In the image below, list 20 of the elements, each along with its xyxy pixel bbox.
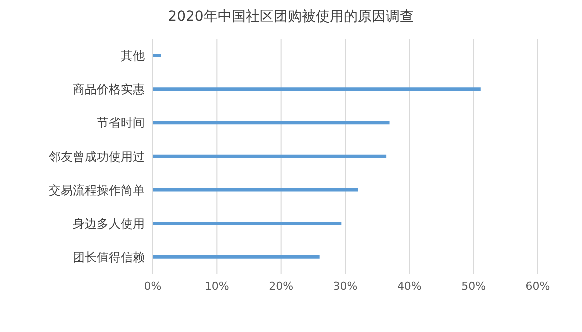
- y-tick-label: 商品价格实惠: [73, 82, 145, 97]
- y-tick-label: 交易流程操作简单: [49, 183, 145, 198]
- bar: [153, 188, 358, 192]
- x-tick-label: 10%: [204, 280, 230, 293]
- x-tick-label: 50%: [462, 280, 486, 293]
- x-tick-label: 40%: [397, 280, 422, 293]
- chart-title: 2020年中国社区团购被使用的原因调查: [167, 8, 415, 26]
- y-tick-label: 节省时间: [97, 116, 145, 130]
- x-tick-label: 60%: [526, 280, 550, 293]
- bar: [153, 222, 342, 226]
- x-tick-label: 20%: [269, 280, 294, 293]
- y-tick-label: 其他: [121, 49, 145, 64]
- y-tick-label: 邻友曾成功使用过: [49, 150, 145, 164]
- x-tick-label: 30%: [333, 280, 358, 293]
- bar: [153, 256, 320, 259]
- y-tick-label: 团长值得信赖: [73, 250, 145, 264]
- bar: [153, 88, 481, 92]
- bar: [153, 54, 162, 58]
- x-tick-label: 0%: [144, 280, 162, 293]
- y-tick-label: 身边多人使用: [73, 216, 145, 231]
